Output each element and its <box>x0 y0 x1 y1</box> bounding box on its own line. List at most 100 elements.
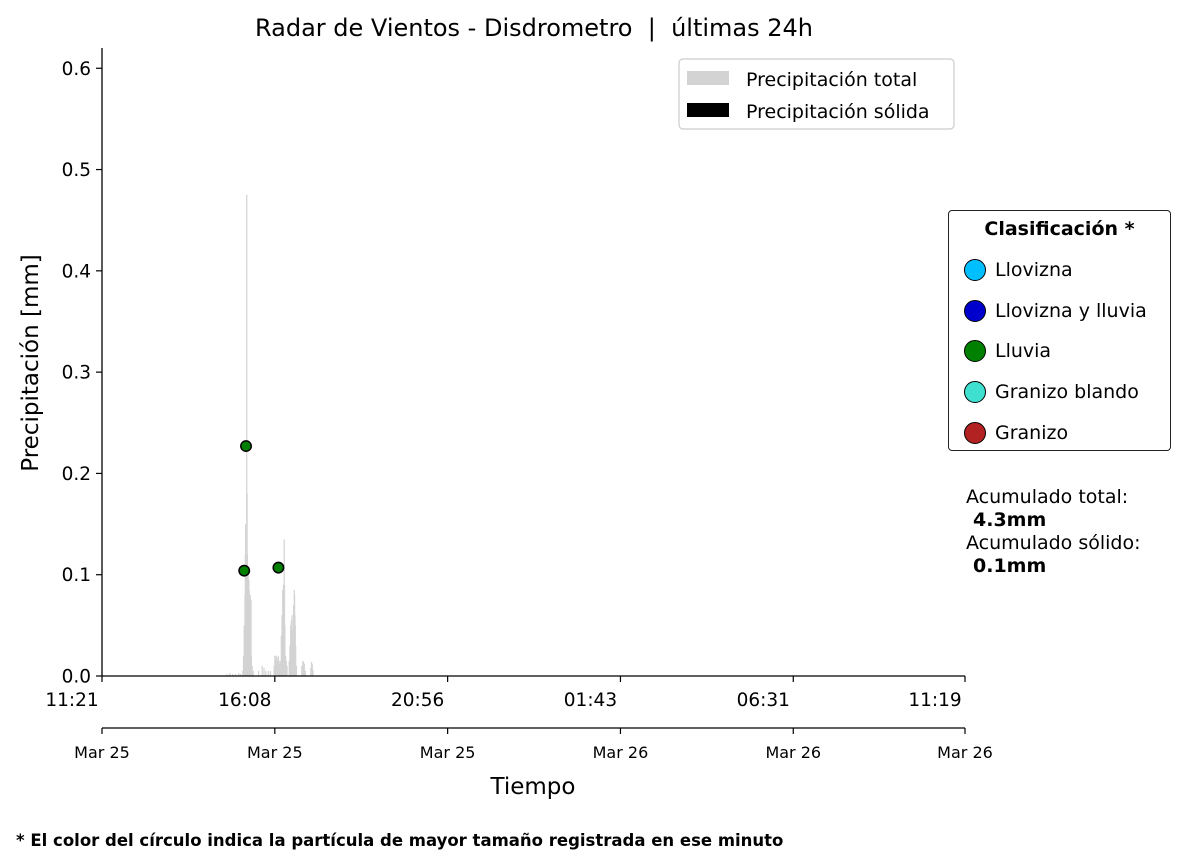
precip-bar <box>250 655 253 676</box>
legend-label-total: Precipitación total <box>746 69 917 91</box>
x-tick-label: 01:43 <box>564 690 617 711</box>
precip-bar <box>289 645 291 676</box>
legend-swatch-total <box>687 71 729 85</box>
precip-bar <box>290 620 292 676</box>
accumulated-total-label: Acumulado total: <box>966 486 1129 508</box>
bars-group <box>226 194 314 676</box>
precip-bar <box>288 660 290 676</box>
particle-marker <box>238 564 251 577</box>
precip-bar <box>277 655 280 676</box>
classification-label: Llovizna <box>995 259 1073 281</box>
date-tick-label: Mar 26 <box>765 743 821 762</box>
precip-bar <box>246 194 248 676</box>
precip-bar <box>242 655 245 676</box>
y-tick-label: 0.0 <box>62 667 91 688</box>
precip-bar <box>290 625 292 676</box>
precip-bar <box>243 625 245 676</box>
precip-bar <box>280 635 282 676</box>
accumulated-solid-label: Acumulado sólido: <box>966 532 1141 554</box>
classification-label: Granizo <box>995 422 1069 444</box>
llovizna-y-lluvia-dot-icon <box>964 300 986 322</box>
llovizna-dot-icon <box>964 259 986 281</box>
classification-label: Llovizna y lluvia <box>995 300 1147 322</box>
particle-markers <box>238 440 285 577</box>
precip-bar <box>273 665 275 676</box>
x-tick-label: 11:19 <box>908 690 961 711</box>
precip-bar <box>310 661 313 676</box>
precip-bar <box>303 663 305 676</box>
y-tick-label: 0.3 <box>62 363 91 384</box>
y-tick-label: 0.2 <box>62 464 91 485</box>
legend-frame <box>678 58 955 130</box>
precip-bar <box>295 665 298 676</box>
precip-bar <box>304 670 307 676</box>
y-tick-label: 0.6 <box>62 59 91 80</box>
precip-bar <box>310 667 312 676</box>
precip-bar <box>285 655 287 676</box>
precip-bar <box>303 661 305 676</box>
granizo-blando-dot-icon <box>964 381 986 403</box>
y-tick-label: 0.1 <box>62 565 91 586</box>
precip-bar <box>312 669 314 676</box>
date-tick-label: Mar 25 <box>247 743 303 762</box>
precip-bar <box>311 663 313 676</box>
y-tick-label: 0.5 <box>62 160 91 181</box>
x-tick-label: 06:31 <box>737 690 790 711</box>
precip-bar <box>251 665 253 676</box>
precip-bar <box>234 673 237 676</box>
precip-bar <box>263 667 265 676</box>
precip-bar <box>277 660 279 676</box>
x-tick-label: 11:21 <box>45 690 98 711</box>
accumulated-total-value: 4.3mm <box>973 509 1047 531</box>
y-axis: 0.0 0.1 0.2 0.3 0.4 0.5 0.6 <box>62 48 103 688</box>
classification-item-granizo: Granizo <box>964 419 1068 447</box>
precip-bar <box>238 672 240 676</box>
classification-item-llovizna: Llovizna <box>964 256 1073 284</box>
precip-bar <box>291 615 293 676</box>
accumulated-summary: Acumulado total: 4.3mm Acumulado sólido:… <box>966 486 1141 578</box>
classification-legend: Clasificación * Llovizna Llovizna y lluv… <box>948 210 1171 451</box>
y-axis-label: Precipitación [mm] <box>18 254 44 471</box>
precip-bar <box>292 630 294 676</box>
precip-bar <box>302 660 304 676</box>
classification-label: Granizo blando <box>995 381 1139 403</box>
particle-marker <box>272 561 285 574</box>
precip-bar <box>258 670 260 676</box>
classification-item-granizo-blando: Granizo blando <box>964 378 1139 406</box>
x-axis-label: Tiempo <box>490 774 576 800</box>
precip-bar <box>301 665 303 676</box>
precip-bar <box>275 655 277 676</box>
x-axis: 11:21 Mar 25 16:08 Mar 25 20:56 Mar 25 01:43 Ma… <box>45 675 993 762</box>
precip-bar <box>279 663 281 676</box>
granizo-dot-icon <box>964 422 986 444</box>
x-tick-label: 16:08 <box>218 690 271 711</box>
precip-bar <box>292 605 295 676</box>
x-tick-label: 20:56 <box>391 690 444 711</box>
date-tick-label: Mar 26 <box>593 743 649 762</box>
chart-title: Radar de Vientos - Disdrometro | últimas… <box>255 14 813 42</box>
precip-bar <box>278 660 280 676</box>
classification-item-llovizna-y-lluvia: Llovizna y lluvia <box>964 297 1147 325</box>
precip-bar <box>240 673 242 676</box>
precip-bar <box>265 670 267 676</box>
precip-bar <box>269 670 272 676</box>
precip-bar <box>281 615 283 676</box>
precip-bar <box>261 665 263 676</box>
y-tick-label: 0.4 <box>62 261 91 282</box>
classification-title: Clasificación * <box>984 218 1135 240</box>
legend-swatch-solid <box>687 103 729 117</box>
accumulated-solid-value: 0.1mm <box>973 555 1047 577</box>
date-tick-label: Mar 25 <box>420 743 476 762</box>
precip-bar <box>232 673 234 676</box>
precip-bar <box>284 625 286 676</box>
date-tick-label: Mar 26 <box>937 743 993 762</box>
precip-bar <box>252 670 254 676</box>
precip-bar <box>279 660 282 676</box>
lluvia-dot-icon <box>964 340 986 362</box>
precip-bar <box>276 657 278 676</box>
legend-label-solid: Precipitación sólida <box>746 101 930 123</box>
classification-item-lluvia: Lluvia <box>964 337 1051 365</box>
precip-bar <box>226 673 228 676</box>
precip-bar <box>274 660 277 676</box>
precip-bar <box>242 670 244 676</box>
